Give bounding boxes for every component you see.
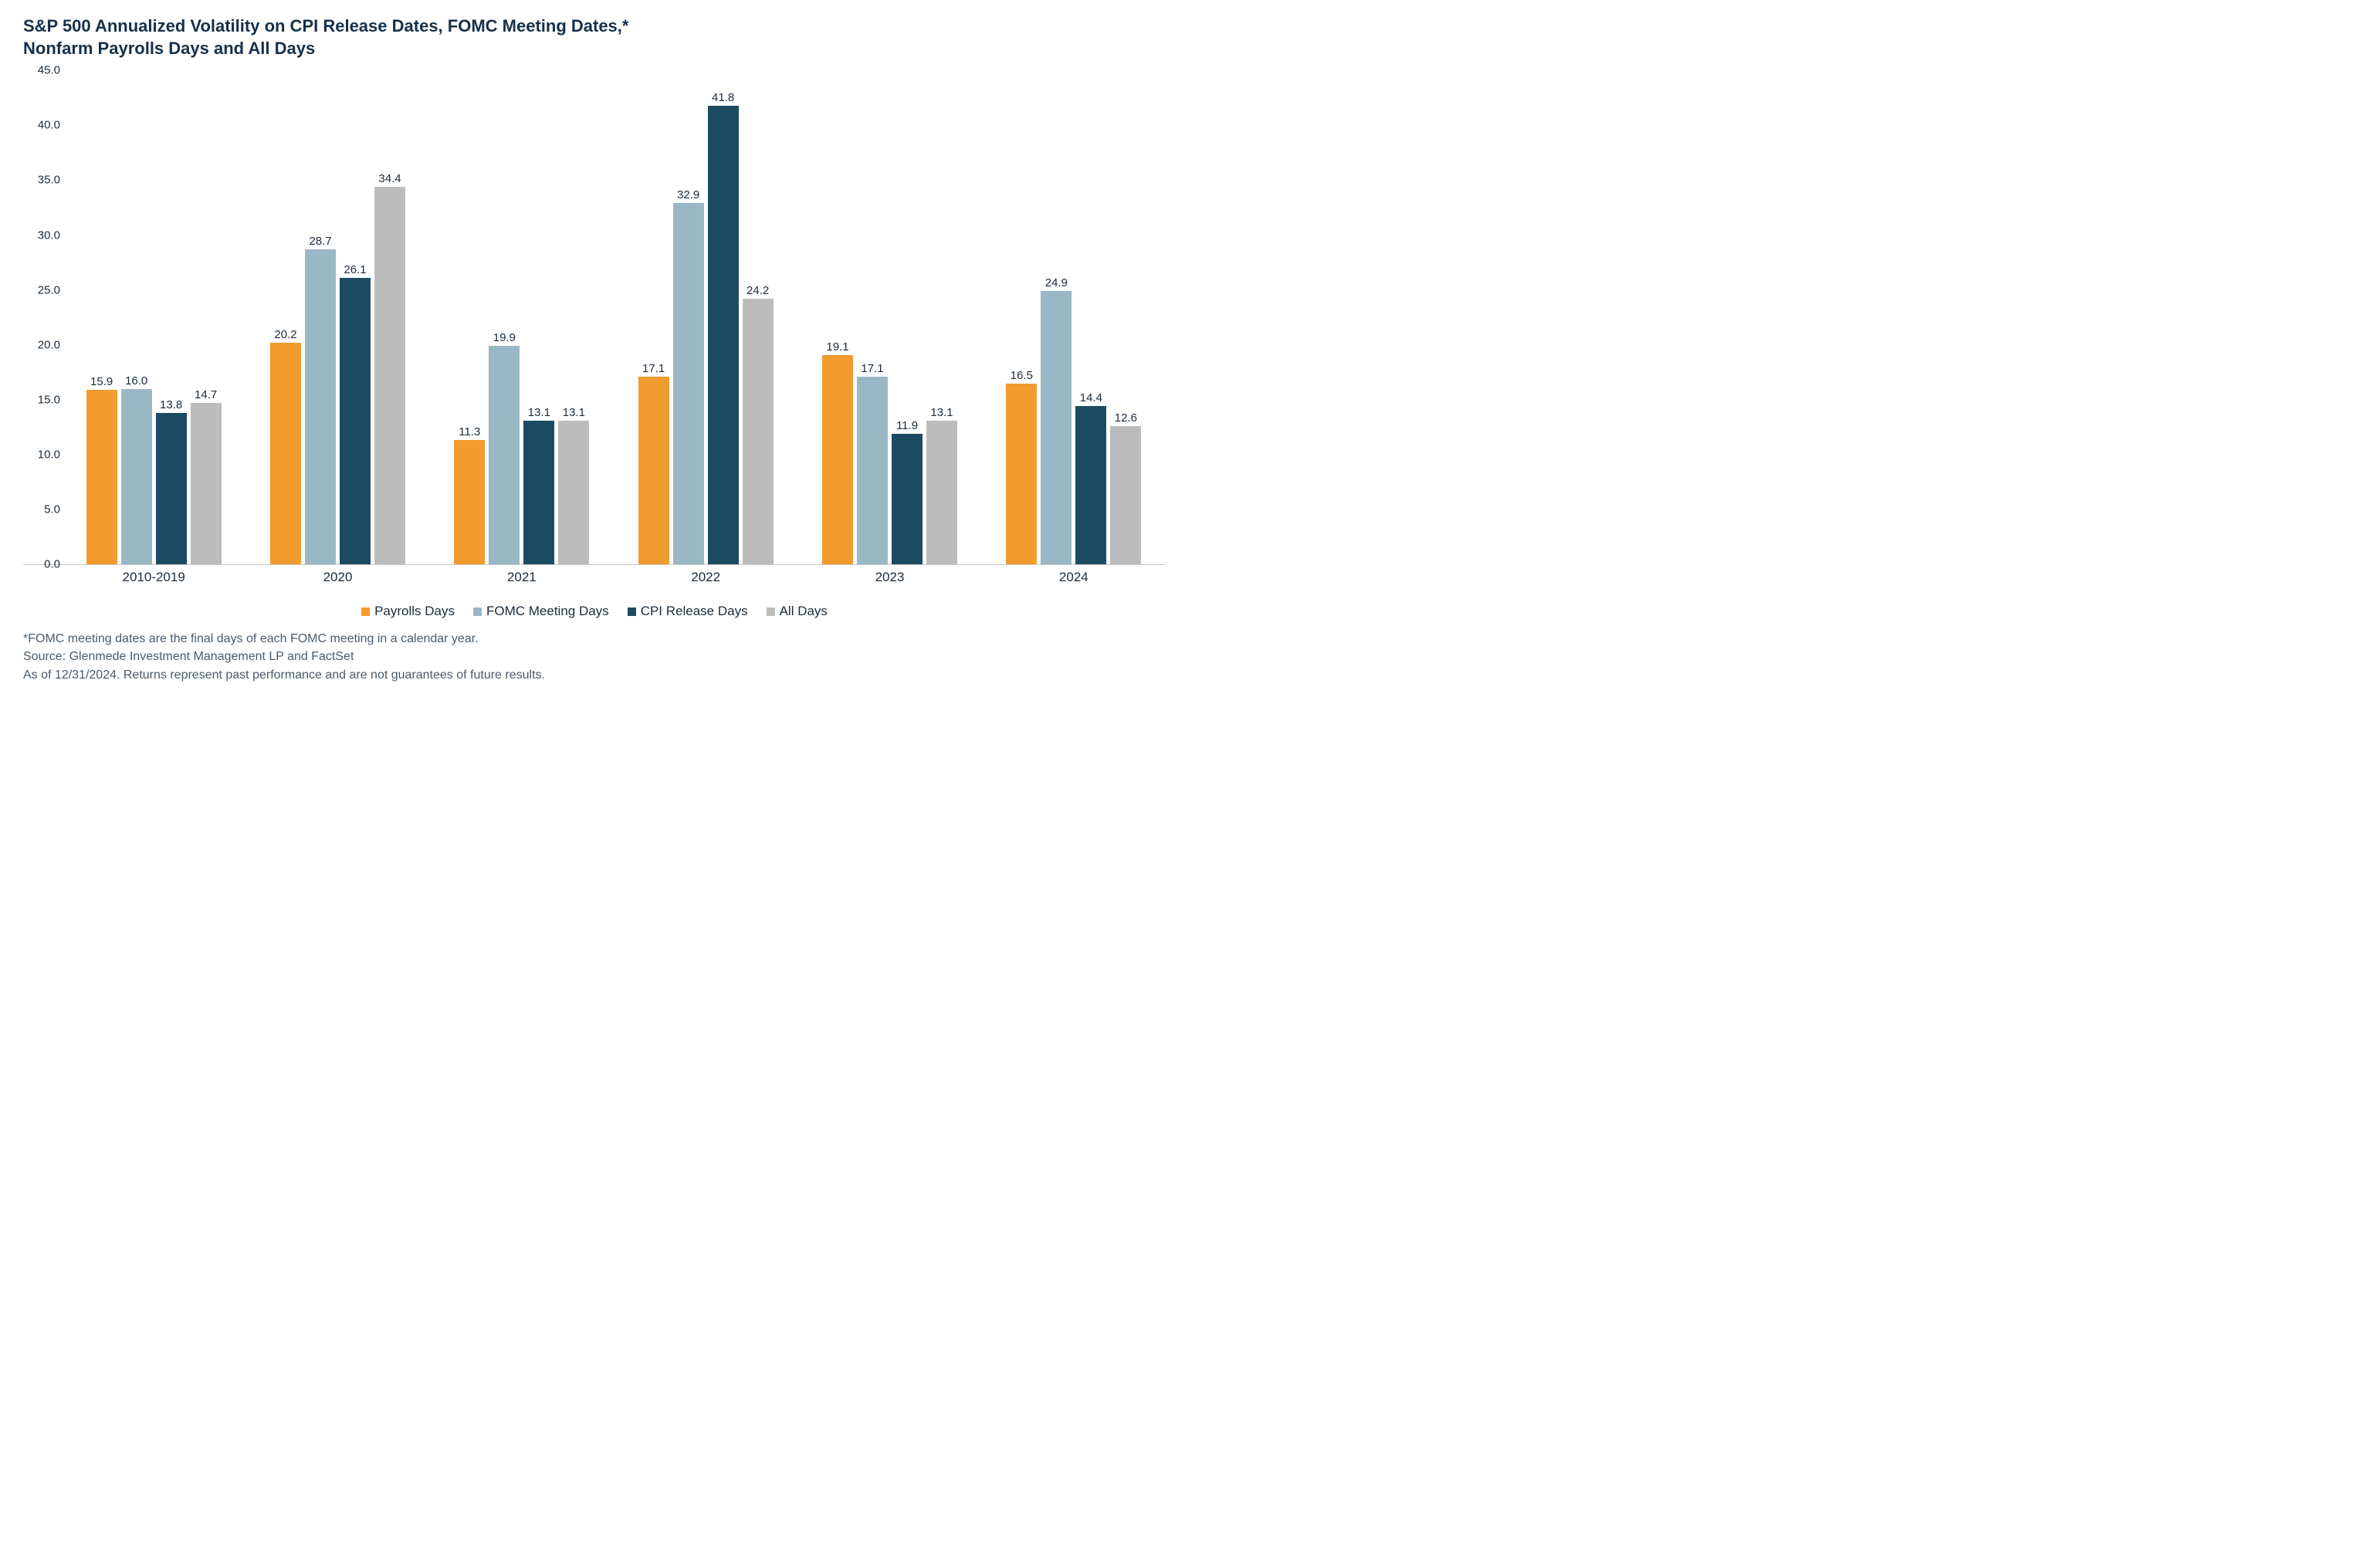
x-tick-label: 2020 <box>323 570 353 585</box>
legend-item-payrolls: Payrolls Days <box>361 604 455 619</box>
bar-value-label: 17.1 <box>642 362 665 377</box>
bar-cpi: 26.1 <box>340 278 371 564</box>
y-tick-label: 40.0 <box>38 119 60 132</box>
bar-payrolls: 17.1 <box>638 377 669 564</box>
bar-all: 34.4 <box>374 187 405 564</box>
bar-value-label: 28.7 <box>309 235 331 249</box>
bar-value-label: 11.9 <box>896 419 918 434</box>
bar-fomc: 19.9 <box>489 346 520 564</box>
bar-value-label: 13.1 <box>930 406 953 421</box>
bar-payrolls: 11.3 <box>454 440 485 564</box>
bar-value-label: 20.2 <box>274 328 296 343</box>
y-tick-label: 35.0 <box>38 174 60 187</box>
bar-all: 12.6 <box>1110 426 1141 564</box>
bar-payrolls: 15.9 <box>86 390 117 564</box>
bar-payrolls: 16.5 <box>1006 384 1037 565</box>
bar-fomc: 16.0 <box>121 389 152 565</box>
bar-value-label: 41.8 <box>712 91 734 106</box>
bar-payrolls: 20.2 <box>270 343 301 564</box>
legend-label: FOMC Meeting Days <box>486 604 609 619</box>
bar-value-label: 24.2 <box>747 284 769 299</box>
bar-all: 24.2 <box>743 299 774 564</box>
bar-value-label: 19.9 <box>493 331 516 346</box>
bar-payrolls: 19.1 <box>822 355 853 565</box>
legend-label: All Days <box>780 604 828 619</box>
y-tick-label: 30.0 <box>38 228 60 242</box>
chart-container: S&P 500 Annualized Volatility on CPI Rel… <box>0 0 1189 692</box>
bar-all: 13.1 <box>926 421 957 564</box>
bar-value-label: 13.8 <box>160 398 182 413</box>
footnote-line: As of 12/31/2024. Returns represent past… <box>23 666 1166 684</box>
legend-swatch <box>361 607 370 616</box>
bar-value-label: 15.9 <box>90 375 113 390</box>
y-tick-label: 45.0 <box>38 64 60 77</box>
chart-title-line1: S&P 500 Annualized Volatility on CPI Rel… <box>23 15 1166 38</box>
chart-title-line2: Nonfarm Payrolls Days and All Days <box>23 38 1166 60</box>
legend-swatch <box>473 607 482 616</box>
x-tick-label: 2021 <box>507 570 537 585</box>
y-tick-label: 25.0 <box>38 283 60 296</box>
bar-cpi: 11.9 <box>892 434 923 564</box>
footnote-line: *FOMC meeting dates are the final days o… <box>23 630 1166 648</box>
bar-value-label: 26.1 <box>344 263 366 278</box>
chart-title: S&P 500 Annualized Volatility on CPI Rel… <box>23 15 1166 59</box>
plot-wrap: 0.05.010.015.020.025.030.035.040.045.015… <box>23 70 1166 588</box>
bar-value-label: 13.1 <box>528 406 550 421</box>
bar-value-label: 32.9 <box>677 188 699 203</box>
bar-cpi: 41.8 <box>708 106 739 564</box>
bar-value-label: 14.4 <box>1080 391 1102 406</box>
y-tick-label: 5.0 <box>44 503 60 516</box>
legend-item-fomc: FOMC Meeting Days <box>473 604 609 619</box>
y-tick-label: 10.0 <box>38 448 60 461</box>
bar-value-label: 14.7 <box>195 388 217 403</box>
legend: Payrolls Days FOMC Meeting Days CPI Releas… <box>23 604 1166 619</box>
bar-cpi: 13.8 <box>156 413 187 564</box>
y-tick-label: 15.0 <box>38 393 60 406</box>
bar-value-label: 19.1 <box>826 340 848 355</box>
bar-value-label: 16.5 <box>1011 369 1033 384</box>
legend-item-all: All Days <box>767 604 828 619</box>
y-tick-label: 20.0 <box>38 338 60 351</box>
x-tick-label: 2022 <box>691 570 720 585</box>
legend-label: CPI Release Days <box>641 604 748 619</box>
x-tick-label: 2024 <box>1059 570 1088 585</box>
bar-value-label: 16.0 <box>125 374 147 389</box>
plot-area: 0.05.010.015.020.025.030.035.040.045.015… <box>23 70 1166 565</box>
bar-cpi: 13.1 <box>523 421 554 564</box>
legend-item-cpi: CPI Release Days <box>628 604 748 619</box>
bar-value-label: 34.4 <box>378 172 401 187</box>
bar-all: 14.7 <box>191 403 222 564</box>
bar-cpi: 14.4 <box>1075 406 1106 564</box>
bar-value-label: 17.1 <box>861 362 883 377</box>
legend-swatch <box>767 607 775 616</box>
footnotes: *FOMC meeting dates are the final days o… <box>23 630 1166 684</box>
legend-label: Payrolls Days <box>374 604 455 619</box>
bar-all: 13.1 <box>558 421 589 564</box>
footnote-line: Source: Glenmede Investment Management L… <box>23 648 1166 665</box>
legend-swatch <box>628 607 636 616</box>
bar-value-label: 13.1 <box>563 406 585 421</box>
bar-fomc: 32.9 <box>673 203 704 564</box>
x-axis: 2010-2019 2020 2021 2022 2023 2024 <box>23 565 1166 588</box>
bar-value-label: 12.6 <box>1115 411 1137 426</box>
bar-fomc: 28.7 <box>305 249 336 564</box>
x-tick-label: 2010-2019 <box>123 570 185 585</box>
bar-fomc: 17.1 <box>857 377 888 564</box>
bar-value-label: 11.3 <box>459 425 480 440</box>
x-tick-label: 2023 <box>875 570 905 585</box>
bar-fomc: 24.9 <box>1041 291 1072 564</box>
bar-value-label: 24.9 <box>1045 276 1068 291</box>
